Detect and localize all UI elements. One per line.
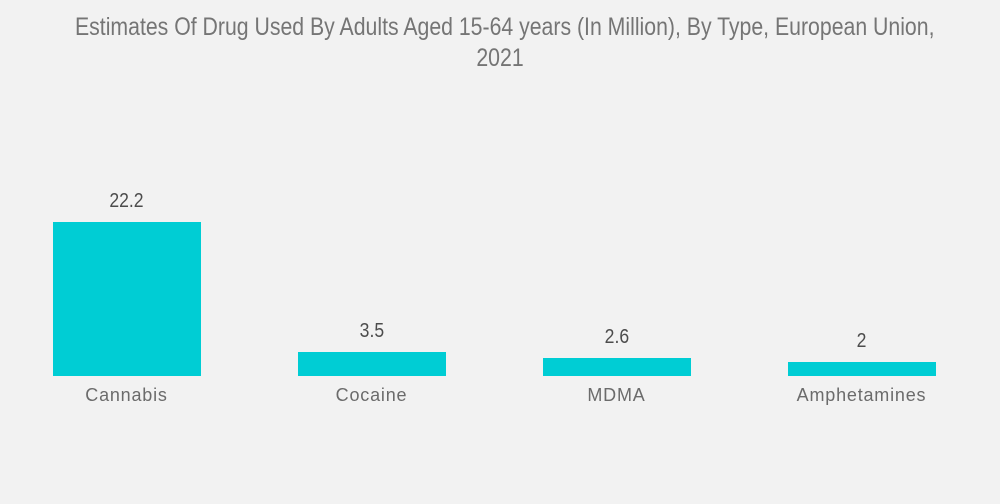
chart-title-line1: Estimates Of Drug Used By Adults Aged 15… <box>75 13 935 41</box>
chart-title: Estimates Of Drug Used By Adults Aged 15… <box>0 0 1000 74</box>
bar-cannabis <box>52 222 201 376</box>
bar-group-cannabis: 22.2 Cannabis <box>4 0 249 405</box>
bar-cocaine <box>297 352 446 376</box>
bar-group-amphetamines: 2 Amphetamines <box>739 0 984 405</box>
category-label-cocaine: Cocaine <box>335 385 408 405</box>
bar-value-label-mdma: 2.6 <box>604 326 629 348</box>
bar-value-label-cannabis: 22.2 <box>109 190 144 212</box>
chart-title-line2: 2021 <box>476 44 524 72</box>
bar-value-label-cocaine: 3.5 <box>359 320 384 342</box>
category-label-amphetamines: Amphetamines <box>796 385 927 405</box>
bar-value-label-amphetamines: 2 <box>856 330 867 352</box>
bar-amphetamines <box>787 362 936 376</box>
bar-group-mdma: 2.6 MDMA <box>494 0 739 405</box>
category-label-cannabis: Cannabis <box>85 385 168 405</box>
category-label-mdma: MDMA <box>587 385 646 405</box>
bar-mdma <box>542 358 691 376</box>
bar-group-cocaine: 3.5 Cocaine <box>249 0 494 405</box>
bar-chart: 22.2 Cannabis 3.5 Cocaine 2.6 MDMA 2 Amphetamin… <box>4 0 984 405</box>
